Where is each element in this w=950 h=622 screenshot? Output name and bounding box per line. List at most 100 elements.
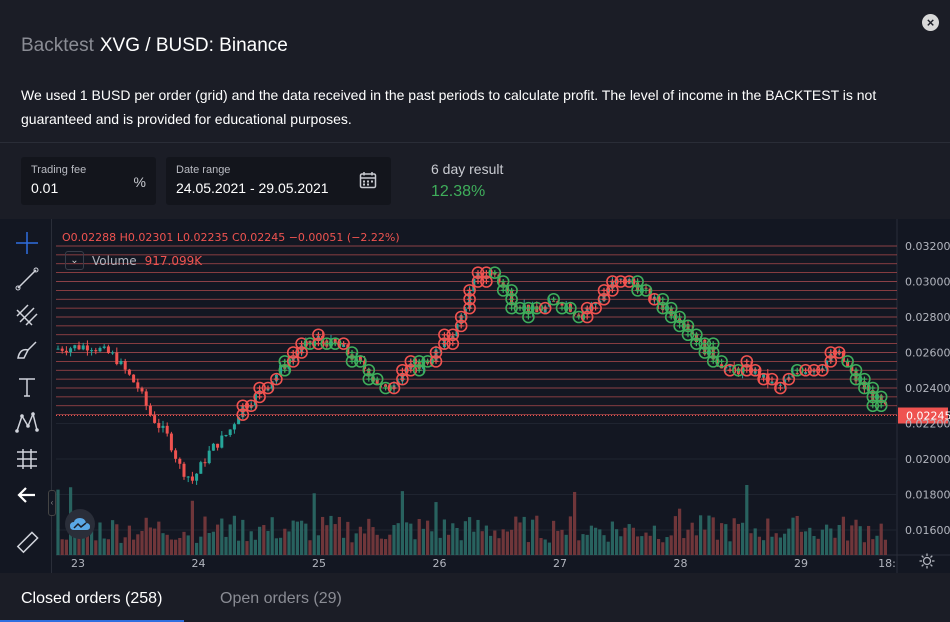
sell-order-marker	[286, 355, 300, 368]
volume-bar	[816, 538, 820, 555]
buy-order-marker	[698, 346, 712, 359]
volume-bar	[619, 536, 623, 555]
order-marker-plus	[467, 287, 473, 293]
volume-bar	[501, 529, 505, 555]
volume-bar	[858, 526, 862, 555]
volume-bar	[732, 518, 736, 555]
chevron-down-icon[interactable]: ⌄	[65, 251, 84, 270]
order-marker-plus	[383, 385, 389, 391]
order-marker-plus	[248, 403, 254, 409]
volume-bar	[703, 529, 707, 555]
pattern-icon[interactable]	[12, 409, 42, 437]
volume-bar	[820, 529, 824, 555]
order-marker-plus	[786, 376, 792, 382]
volume-bar	[207, 533, 211, 555]
sell-order-marker	[606, 275, 619, 288]
active-tab-indicator	[0, 620, 184, 622]
order-marker-plus	[265, 385, 271, 391]
order-marker-plus	[727, 367, 733, 373]
sell-order-marker	[337, 337, 350, 350]
volume-bar	[182, 531, 186, 555]
order-marker-plus	[828, 350, 834, 355]
volume-bar	[522, 516, 526, 555]
order-marker-plus	[483, 270, 489, 276]
description-text: We used 1 BUSD per order (grid) and the …	[21, 87, 877, 127]
volume-bar	[354, 533, 358, 555]
volume-bar	[623, 527, 627, 555]
volume-bar	[715, 539, 719, 555]
close-icon[interactable]: ×	[922, 14, 939, 31]
order-marker-plus	[399, 367, 405, 373]
candle-body	[304, 340, 308, 346]
y-tick-label: 0.02600	[905, 347, 950, 360]
volume-bar	[258, 526, 262, 555]
toolbar-collapse-button[interactable]: ‹	[48, 490, 56, 516]
order-marker-plus	[349, 350, 355, 355]
volume-bar	[400, 491, 404, 555]
volume-bar	[690, 522, 694, 555]
buy-order-marker	[866, 390, 880, 404]
volume-bar	[594, 527, 598, 555]
tab-open-orders[interactable]: Open orders (29)	[220, 590, 342, 607]
volume-bar	[661, 542, 665, 555]
order-marker-plus	[643, 287, 649, 293]
x-tick-label: 26	[433, 557, 447, 570]
order-marker-plus	[853, 367, 859, 373]
gear-icon[interactable]	[919, 553, 935, 569]
volume-bar	[795, 515, 799, 555]
volume-bar	[148, 527, 152, 555]
text-tool-icon[interactable]	[12, 373, 42, 401]
order-marker-plus	[257, 394, 263, 400]
result-panel: 6 day result 12.38%	[431, 161, 503, 201]
page-title: Backtest XVG / BUSD: Binance	[21, 35, 288, 57]
volume-value: 917.099K	[144, 253, 203, 268]
volume-bar	[262, 525, 266, 555]
candle-body	[623, 278, 627, 284]
price-chart[interactable]: 0.02245 0.03200 0.03000 0.02800 0.02600 0.024…	[0, 219, 950, 573]
volume-bar	[745, 485, 749, 555]
pitchfork-icon[interactable]	[12, 301, 42, 329]
volume-bar	[867, 525, 871, 555]
order-marker-plus	[357, 358, 363, 364]
measure-icon[interactable]	[12, 445, 42, 473]
candle-body	[846, 361, 850, 367]
chart-canvas[interactable]: 0.02245 0.03200 0.03000 0.02800 0.02600 0.024…	[0, 219, 950, 573]
buy-order-marker	[370, 372, 384, 386]
trend-line-icon[interactable]	[12, 265, 42, 293]
volume-bar	[850, 525, 854, 555]
crosshair-icon[interactable]	[12, 229, 42, 257]
sell-order-marker	[312, 328, 325, 342]
buy-order-marker	[690, 328, 703, 342]
tab-closed-orders[interactable]: Closed orders (258)	[21, 590, 163, 607]
trading-fee-input[interactable]: 0.01	[31, 180, 59, 196]
buy-order-marker	[858, 372, 871, 386]
date-range-input[interactable]: 24.05.2021 - 29.05.2021	[176, 180, 329, 196]
volume-bar	[883, 539, 887, 555]
candle-body	[56, 348, 60, 350]
sell-order-marker	[480, 275, 493, 288]
volume-bar	[505, 531, 509, 555]
candle-body	[102, 346, 106, 348]
order-marker-plus	[391, 385, 397, 391]
order-marker-plus	[601, 296, 607, 302]
calendar-icon[interactable]	[359, 171, 377, 189]
candle-body	[85, 345, 89, 351]
order-marker-plus	[601, 287, 607, 293]
candle-body	[195, 473, 199, 481]
cloud-logo-icon	[65, 509, 95, 539]
candle-body	[211, 443, 215, 451]
brush-icon[interactable]	[12, 337, 42, 365]
candle-body	[388, 386, 392, 390]
volume-bar	[804, 531, 808, 555]
ruler-icon[interactable]	[12, 529, 42, 557]
result-value: 12.38%	[431, 183, 486, 200]
volume-bar	[644, 532, 648, 555]
candle-body	[615, 279, 619, 281]
sell-order-marker	[740, 363, 754, 377]
order-marker-plus	[509, 287, 515, 293]
trading-fee-field[interactable]: Trading fee 0.01 %	[21, 157, 156, 205]
order-marker-plus	[374, 376, 380, 382]
date-range-field[interactable]: Date range 24.05.2021 - 29.05.2021	[166, 157, 391, 205]
back-arrow-icon[interactable]	[12, 481, 42, 509]
candle-body	[186, 476, 190, 478]
